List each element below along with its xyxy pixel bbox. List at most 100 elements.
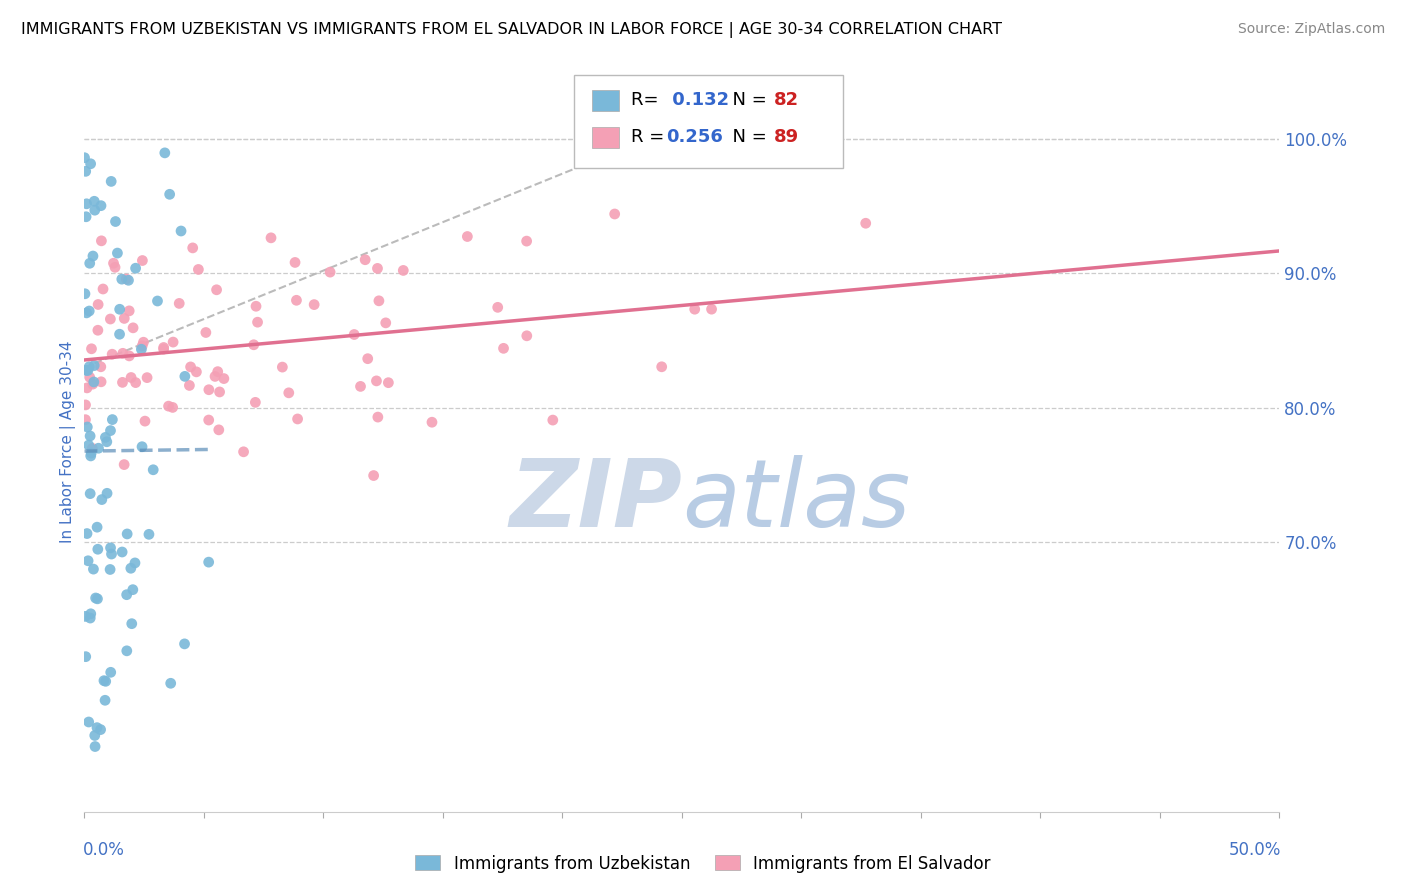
Point [75, 210, 97, 224]
Point [77, 363, 100, 377]
Point [197, 413, 219, 427]
Point [131, 440, 153, 454]
Point [83, 359, 105, 373]
Point [76, 381, 98, 395]
Point [603, 207, 626, 221]
Point [84, 591, 107, 605]
Point [87, 323, 110, 337]
Point [420, 415, 443, 429]
Point [284, 255, 307, 269]
Point [75, 363, 97, 377]
Point [93, 673, 115, 688]
Text: 0.0%: 0.0% [83, 841, 125, 859]
Point [75, 412, 97, 426]
Point [108, 302, 131, 317]
Point [98, 562, 121, 576]
Point [87, 297, 110, 311]
Point [79, 157, 101, 171]
Point [157, 399, 180, 413]
Point [319, 265, 342, 279]
Point [80, 607, 103, 621]
Point [187, 262, 209, 277]
Point [180, 359, 202, 374]
Point [186, 365, 208, 379]
Point [111, 346, 134, 360]
Text: 0.256: 0.256 [666, 128, 723, 146]
Point [115, 644, 138, 658]
Point [287, 412, 309, 426]
Point [271, 360, 294, 375]
Point [118, 349, 141, 363]
Point [357, 351, 380, 366]
Point [197, 555, 219, 569]
Point [75, 649, 97, 664]
Point [111, 376, 134, 390]
Point [83, 375, 105, 389]
Point [77, 438, 100, 452]
Point [75, 609, 97, 624]
Point [83, 194, 105, 209]
Point [104, 214, 127, 228]
Point [79, 370, 101, 384]
Point [79, 429, 101, 443]
Text: ZIP: ZIP [509, 455, 682, 547]
Point [124, 556, 146, 570]
Point [76, 306, 98, 320]
Point [367, 410, 389, 425]
Point [204, 369, 226, 384]
Point [121, 582, 143, 597]
Point [207, 365, 229, 379]
Point [142, 463, 165, 477]
Point [80, 446, 103, 460]
Text: 0.132: 0.132 [666, 91, 730, 109]
Point [94, 693, 117, 707]
Point [159, 676, 181, 690]
Point [100, 424, 122, 438]
Point [208, 384, 231, 399]
Point [121, 616, 143, 631]
Point [516, 234, 538, 248]
Point [96, 486, 118, 500]
Point [260, 231, 283, 245]
Point [194, 326, 217, 340]
Point [205, 283, 228, 297]
Point [131, 253, 153, 268]
Point [683, 302, 706, 317]
Point [80, 449, 103, 463]
Point [76, 526, 98, 541]
Text: N =: N = [721, 128, 773, 146]
Point [82, 377, 104, 392]
Point [152, 341, 174, 355]
Point [101, 412, 124, 426]
Point [374, 316, 396, 330]
Point [232, 445, 254, 459]
Point [111, 545, 134, 559]
Point [90, 492, 112, 507]
Text: Source: ZipAtlas.com: Source: ZipAtlas.com [1237, 22, 1385, 37]
Point [82, 442, 104, 456]
Point [134, 414, 156, 428]
Point [117, 273, 139, 287]
Text: R =: R = [630, 128, 669, 146]
Point [131, 343, 153, 357]
Point [76, 196, 98, 211]
Text: 82: 82 [773, 91, 799, 109]
Point [101, 347, 124, 361]
Point [486, 301, 509, 315]
Point [115, 272, 138, 286]
Point [90, 359, 112, 374]
Point [75, 398, 97, 412]
Point [179, 378, 201, 392]
Point [173, 369, 195, 384]
Point [86, 520, 108, 534]
Point [86, 591, 108, 606]
Point [122, 321, 145, 335]
Point [651, 359, 673, 374]
Text: atlas: atlas [682, 455, 910, 546]
FancyBboxPatch shape [592, 127, 619, 147]
Point [245, 299, 267, 313]
Point [302, 297, 325, 311]
Point [159, 187, 181, 202]
Point [87, 542, 110, 557]
Point [115, 588, 138, 602]
